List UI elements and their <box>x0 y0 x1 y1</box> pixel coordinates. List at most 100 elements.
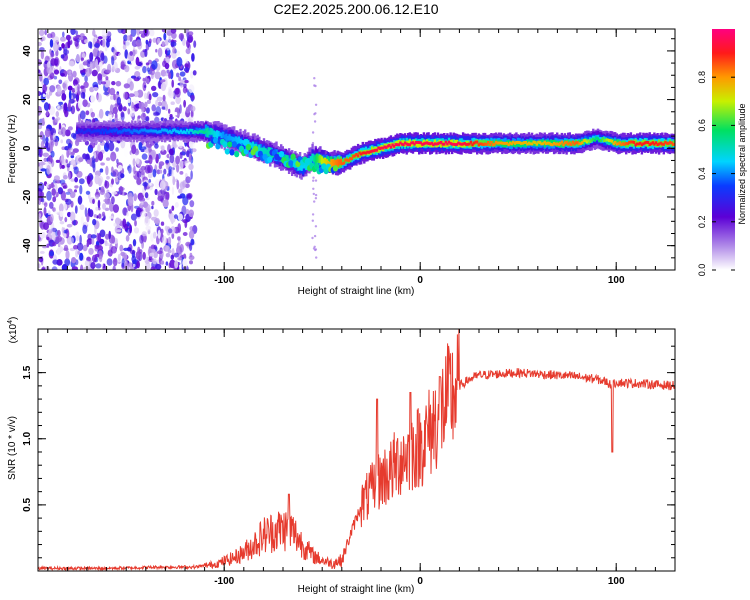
ridge-cell <box>518 141 521 148</box>
ridge-cell <box>651 141 655 145</box>
noise-speckle <box>72 79 78 87</box>
ridge-cell <box>505 141 509 145</box>
ridge-cell <box>573 142 576 146</box>
noise-speckle <box>142 77 146 82</box>
ridge-cell <box>499 141 502 145</box>
ridge-cell <box>642 142 645 146</box>
noise-speckle <box>42 84 47 94</box>
noise-speckle <box>99 168 104 173</box>
noise-speckle <box>91 237 95 246</box>
noise-speckle <box>104 192 110 200</box>
noise-speckle <box>80 264 84 270</box>
noise-speckle <box>106 175 110 180</box>
ridge-cell <box>419 141 422 145</box>
ridge-cell <box>488 143 491 146</box>
ridge-cell <box>193 130 197 133</box>
ridge-cell <box>162 129 165 135</box>
ridge-cell <box>654 141 658 145</box>
ridge-cell <box>574 141 578 145</box>
noise-speckle <box>39 250 45 254</box>
ridge-cell <box>224 148 230 155</box>
ridge-cell <box>96 129 99 133</box>
noise-speckle <box>43 157 48 162</box>
noise-speckle <box>63 175 68 180</box>
ridge-cell <box>585 140 589 144</box>
ridge-cell <box>391 143 394 147</box>
noise-speckle <box>112 204 119 213</box>
noise-speckle <box>314 225 318 228</box>
noise-speckle <box>83 221 89 226</box>
ridge-cell <box>145 129 148 133</box>
noise-speckle <box>145 107 150 114</box>
ridge-cell <box>606 138 609 142</box>
noise-speckle <box>81 52 86 59</box>
noise-speckle <box>120 112 125 121</box>
ridge-cell <box>507 143 510 147</box>
noise-speckle <box>38 106 42 116</box>
noise-speckle <box>314 197 318 200</box>
noise-speckle <box>56 85 62 95</box>
noise-speckle <box>311 141 315 145</box>
noise-speckle <box>106 258 113 266</box>
noise-speckle <box>170 29 177 34</box>
noise-speckle <box>135 251 141 260</box>
noise-speckle <box>151 85 157 91</box>
noise-speckle <box>152 168 157 178</box>
ridge-cell <box>518 141 521 144</box>
noise-speckle <box>79 110 86 120</box>
x-tick-label: 100 <box>608 576 625 587</box>
y-tick-label: 0 <box>22 145 33 151</box>
noise-speckle <box>38 213 41 218</box>
noise-speckle <box>314 112 317 115</box>
noise-speckle <box>192 70 197 76</box>
ridge-cell <box>112 128 115 132</box>
noise-speckle <box>44 128 51 138</box>
ridge-cell <box>228 134 231 141</box>
noise-speckle <box>118 185 124 196</box>
noise-speckle <box>173 111 178 116</box>
noise-speckle <box>176 72 180 78</box>
noise-speckle <box>183 99 187 108</box>
noise-speckle <box>58 122 62 130</box>
noise-speckle <box>162 199 169 208</box>
ridge-cell <box>290 153 296 160</box>
noise-speckle <box>315 256 318 259</box>
noise-speckle <box>60 54 65 59</box>
noise-speckle <box>100 186 105 193</box>
noise-speckle <box>72 70 77 78</box>
noise-speckle <box>313 84 316 87</box>
noise-speckle <box>160 221 165 226</box>
ridge-cell <box>334 159 338 169</box>
ridge-cell <box>455 143 459 146</box>
noise-speckle <box>115 147 119 152</box>
noise-speckle <box>92 48 98 57</box>
ridge-cell <box>402 143 405 147</box>
ridge-cell <box>588 140 592 144</box>
ridge-cell <box>237 136 241 147</box>
ridge-cell <box>521 141 524 145</box>
noise-speckle <box>79 184 83 195</box>
noise-speckle <box>151 104 156 112</box>
noise-speckle <box>103 91 109 96</box>
noise-speckle <box>73 166 78 170</box>
noise-speckle <box>99 229 106 238</box>
noise-speckle <box>81 72 85 77</box>
noise-speckle <box>71 88 76 93</box>
ridge-cell <box>162 128 165 132</box>
noise-speckle <box>135 56 140 66</box>
ridge-cell <box>612 139 615 145</box>
noise-speckle <box>84 207 88 218</box>
snr-frame <box>37 328 676 572</box>
ridge-cell <box>320 156 324 165</box>
y-tick-label: -20 <box>22 189 33 204</box>
noise-speckle <box>49 72 55 80</box>
noise-speckle <box>88 209 94 218</box>
noise-speckle <box>86 175 91 185</box>
ridge-cell <box>118 130 121 133</box>
noise-speckle <box>104 69 111 73</box>
noise-speckle <box>191 53 195 62</box>
ridge-cell <box>636 142 639 146</box>
noise-speckle <box>112 169 119 178</box>
noise-speckle <box>156 96 163 102</box>
ridge-cell <box>629 140 633 144</box>
